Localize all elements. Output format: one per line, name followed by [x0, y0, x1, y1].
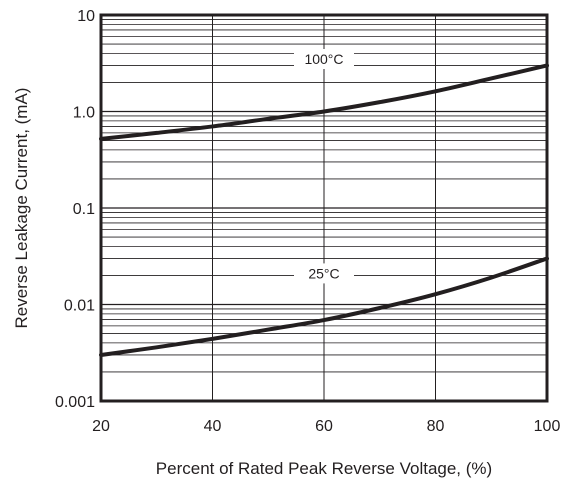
x-axis-label: Percent of Rated Peak Reverse Voltage, (… [156, 459, 492, 478]
tick-labels: 0.001 0.01 0.1 1.0 10 20 40 60 80 100 [55, 8, 560, 435]
series-labels: 100°C 25°C [294, 49, 354, 284]
y-tick-label: 0.01 [64, 298, 95, 315]
series-line [99, 63, 549, 141]
series-label: 25°C [308, 265, 339, 281]
x-tick-label: 100 [534, 418, 561, 435]
grid-lines [100, 14, 548, 402]
series-lines [99, 63, 549, 357]
series-label-backdrop [294, 263, 354, 284]
x-tick-label: 60 [315, 418, 333, 435]
x-tick-label: 40 [204, 418, 222, 435]
y-tick-label: 0.1 [73, 201, 95, 218]
series-line [99, 256, 549, 357]
plot-frame [99, 13, 549, 403]
y-tick-label: 0.001 [55, 394, 95, 411]
y-tick-label: 10 [77, 8, 95, 25]
series-label-backdrop [294, 49, 354, 69]
x-tick-label: 80 [427, 418, 445, 435]
y-tick-label: 1.0 [73, 105, 95, 122]
series-label: 100°C [304, 51, 343, 67]
y-axis-label: Reverse Leakage Current, (mA) [12, 88, 31, 329]
x-tick-label: 20 [92, 418, 110, 435]
